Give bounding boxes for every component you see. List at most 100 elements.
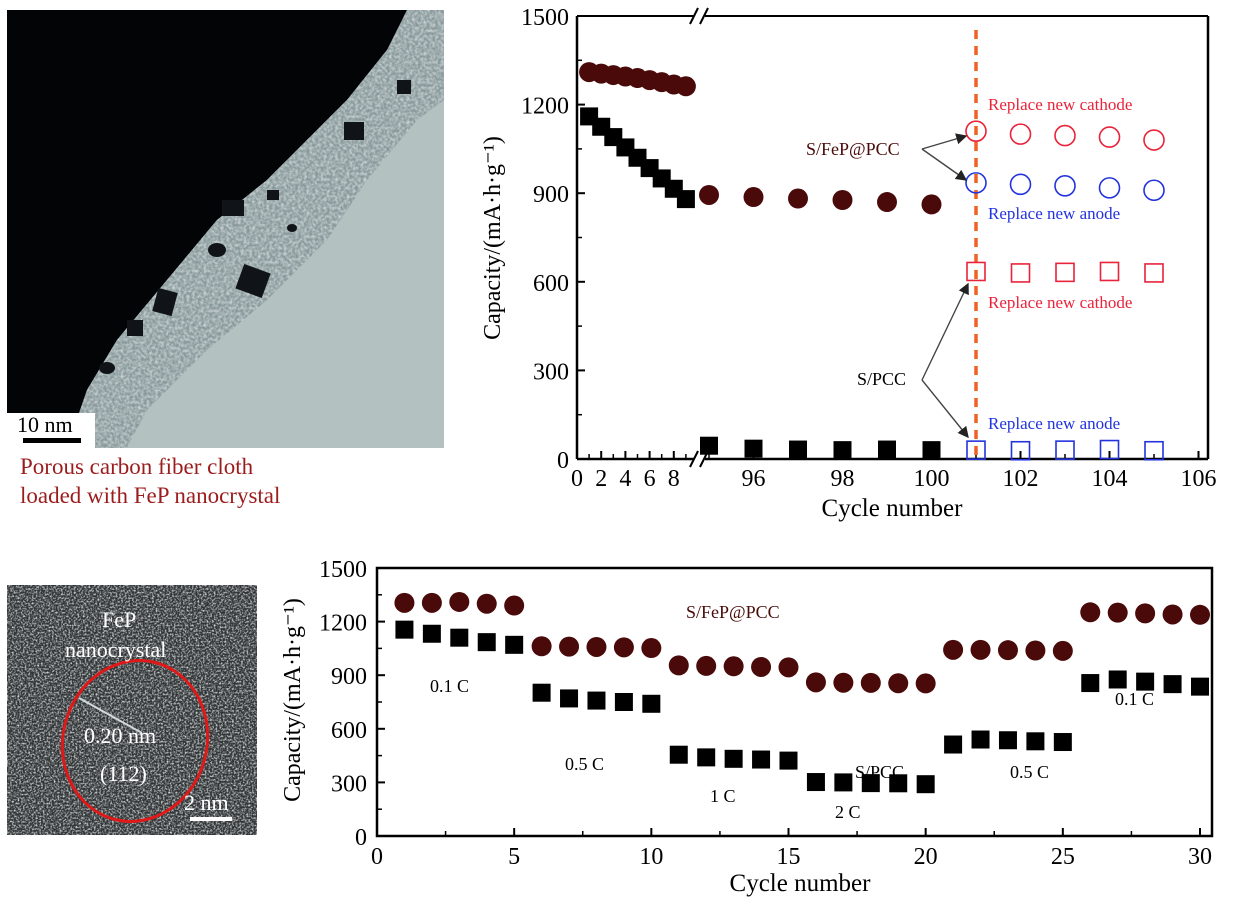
tem-image: 10 nm <box>7 10 444 448</box>
data-point <box>971 730 990 749</box>
data-point <box>531 636 552 657</box>
data-point <box>788 188 808 209</box>
data-point <box>778 657 799 678</box>
data-point <box>916 775 935 794</box>
x-tick-label: 25 <box>1051 844 1075 870</box>
annotation-label: 2 C <box>835 802 861 822</box>
annotation-spcc-label: S/PCC <box>857 369 906 389</box>
y-tick-label: 1200 <box>521 94 569 120</box>
x-tick-label: 15 <box>777 844 801 870</box>
data-point <box>1191 677 1209 696</box>
data-point <box>699 184 719 205</box>
data-point <box>805 672 826 693</box>
x-tick-label: 0 <box>571 466 583 492</box>
cycling-chart-replace: 0 300 600 900 1200 1500 0 2 4 6 8 96 98 100 102 104 106 C… <box>480 5 1217 522</box>
data-point <box>877 192 897 213</box>
x-tick-label: 4 <box>619 466 631 492</box>
hrtem-image-graphic <box>7 585 257 835</box>
x-tick-label: 30 <box>1188 844 1212 870</box>
series-4 <box>966 261 1164 283</box>
annotation-replace-cathode-1: Replace new cathode <box>988 95 1132 114</box>
data-point <box>1053 733 1072 752</box>
data-point <box>505 635 524 654</box>
data-point <box>586 636 607 657</box>
data-point <box>832 189 853 210</box>
data-point <box>1099 261 1120 282</box>
y-tick-label: 300 <box>331 771 367 797</box>
tem-scale-label: 10 nm <box>17 412 73 437</box>
data-point <box>998 731 1017 750</box>
axis-break-mark <box>699 7 709 25</box>
series-1 <box>395 620 1209 794</box>
data-point <box>700 436 718 455</box>
data-point <box>833 672 854 693</box>
x-tick-label: 6 <box>644 466 656 492</box>
data-point <box>1107 602 1128 623</box>
data-point <box>833 441 852 460</box>
data-point <box>450 628 469 647</box>
series-5 <box>966 439 1164 461</box>
d-spacing-label: 0.20 nm <box>84 723 157 748</box>
data-point <box>642 694 661 713</box>
data-point <box>943 639 964 660</box>
data-point <box>1143 129 1165 151</box>
data-point <box>696 655 717 676</box>
scale-bar <box>190 817 232 821</box>
y-tick-label: 1500 <box>521 5 569 31</box>
hrtem-scale-label: 2 nm <box>184 790 229 815</box>
data-point <box>1190 604 1210 625</box>
annotation-arrow <box>921 379 969 439</box>
data-point <box>1080 602 1101 623</box>
data-point <box>751 656 772 677</box>
data-point <box>997 640 1018 661</box>
caption-line-1: Porous carbon fiber cloth <box>20 454 254 479</box>
data-point <box>1009 173 1032 196</box>
x-tick-label: 100 <box>914 466 950 492</box>
annotation-label: 0.1 C <box>1115 689 1154 709</box>
data-point <box>752 750 771 769</box>
y-tick-label: 900 <box>533 182 569 208</box>
data-point <box>697 748 716 767</box>
data-point <box>888 673 909 694</box>
data-point <box>806 773 825 792</box>
x-tick-label: 5 <box>508 844 520 870</box>
y-axis-label: Capacity/(mA·h·g⁻¹) <box>280 598 306 802</box>
x-tick-label: 96 <box>742 466 766 492</box>
data-point <box>504 595 525 616</box>
data-point <box>1055 440 1075 460</box>
annotation-arrow <box>921 133 968 150</box>
data-point <box>669 745 688 764</box>
data-point <box>676 190 695 209</box>
data-point <box>1144 440 1164 461</box>
series-0 <box>579 62 942 215</box>
hrtem-label-1: FeP <box>102 607 137 632</box>
data-point <box>587 691 606 710</box>
data-point <box>476 593 497 614</box>
data-point <box>395 620 414 639</box>
y-tick-label: 600 <box>533 271 569 297</box>
data-point <box>1026 732 1045 751</box>
data-point <box>860 672 881 693</box>
hrtem-label-2: nanocrystal <box>65 637 167 662</box>
x-tick-label: 8 <box>668 466 680 492</box>
x-axis-label: Cycle number <box>730 870 872 897</box>
data-point <box>449 591 470 612</box>
axis-break-mark <box>689 450 699 468</box>
annotation-label: S/PCC <box>855 762 904 782</box>
caption-line-2: loaded with FeP nanocrystal <box>20 483 281 508</box>
data-point <box>394 592 415 613</box>
data-point <box>1054 124 1076 147</box>
data-point <box>724 749 743 768</box>
annotation-label: 1 C <box>710 786 736 806</box>
x-tick-label: 102 <box>1003 466 1039 492</box>
data-point <box>1025 640 1046 661</box>
tem-caption: Porous carbon fiber cloth loaded with Fe… <box>20 452 280 510</box>
y-tick-label: 1200 <box>319 611 367 637</box>
data-point <box>915 673 936 694</box>
x-tick-label: 2 <box>595 466 607 492</box>
data-point <box>789 440 807 459</box>
data-point <box>668 655 689 676</box>
annotation-replace-anode-1: Replace new anode <box>988 204 1120 223</box>
x-tick-label: 104 <box>1092 466 1128 492</box>
x-tick-label: 98 <box>831 466 855 492</box>
